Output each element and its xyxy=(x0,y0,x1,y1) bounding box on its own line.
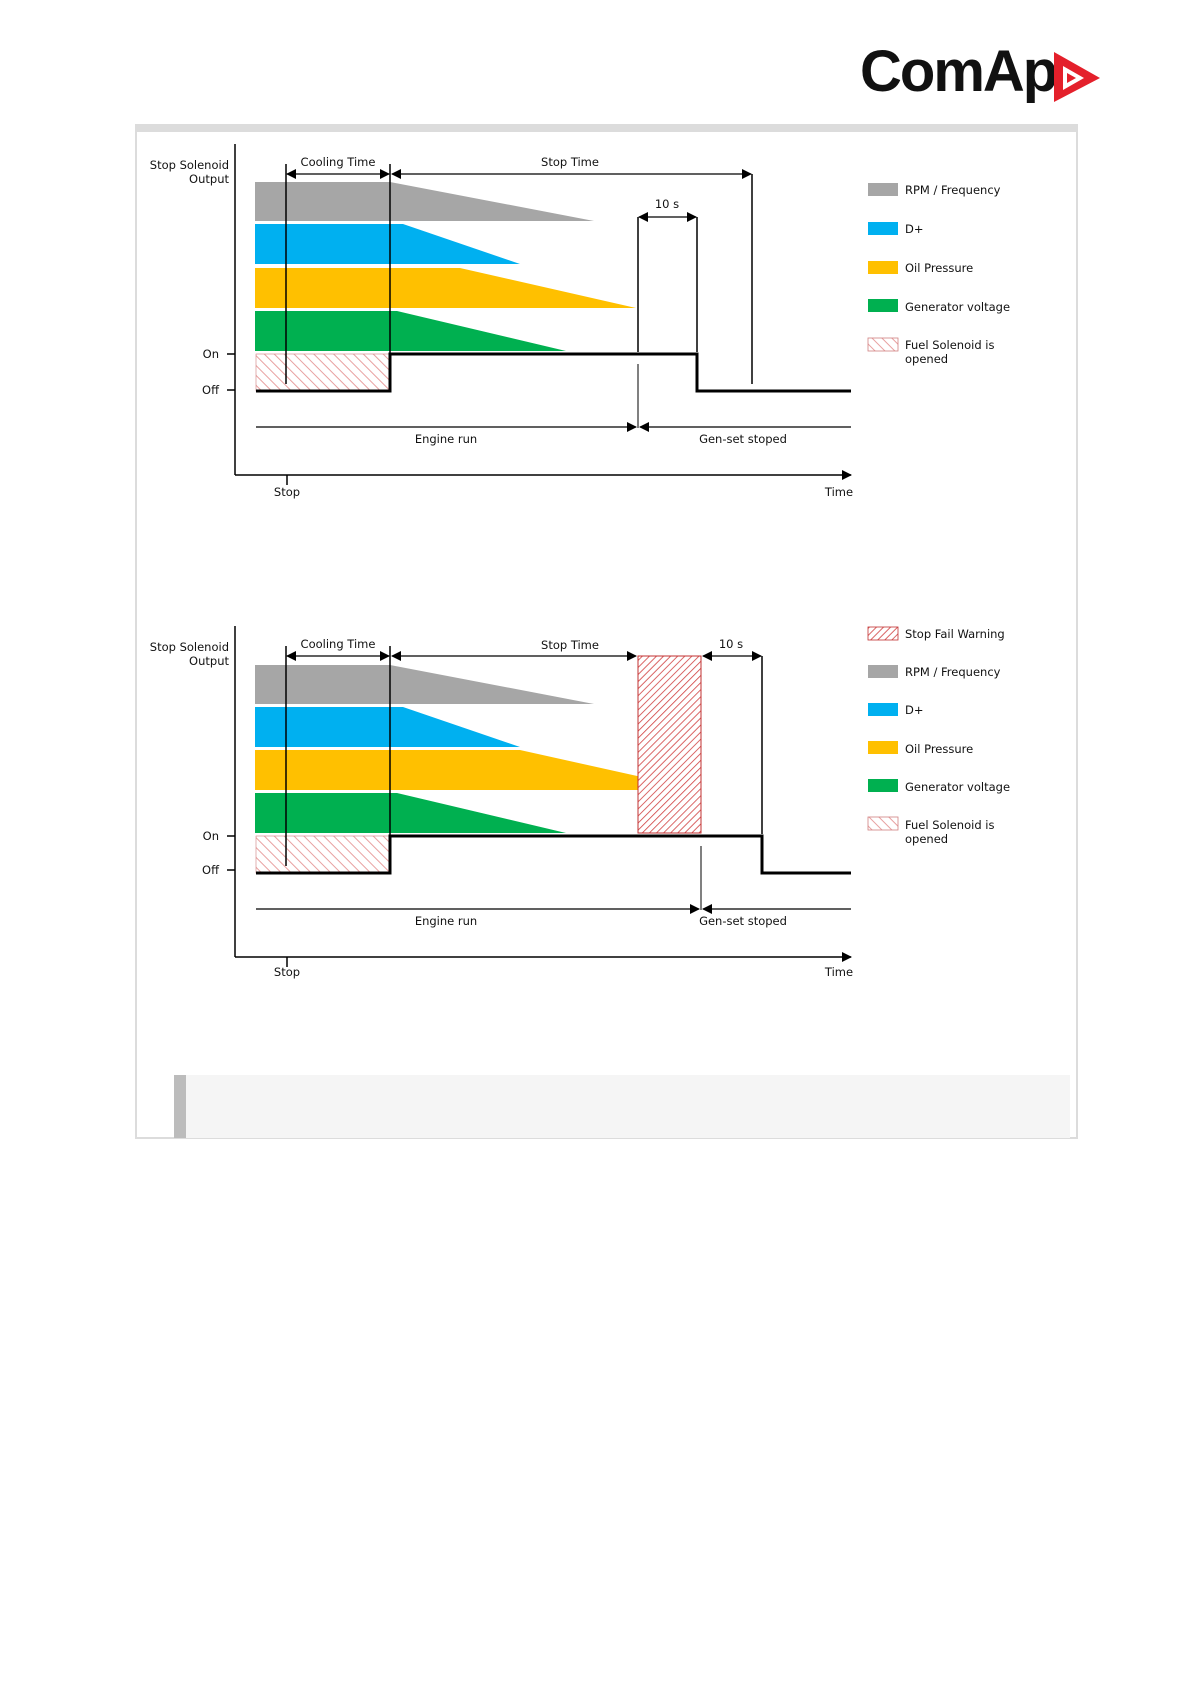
stop-solenoid-signal xyxy=(256,834,851,875)
ten-seconds-label: 10 s xyxy=(655,197,679,211)
x-axis-stop-label: Stop xyxy=(274,965,300,979)
comap-arrow-icon xyxy=(1054,52,1100,102)
comap-logo: ComAp xyxy=(860,39,1110,112)
legend-swatch-genvolt xyxy=(868,779,898,792)
dplus-band xyxy=(255,224,520,264)
rpm-band xyxy=(255,665,594,704)
legend-swatch-rpm xyxy=(868,665,898,678)
cooling-time-label: Cooling Time xyxy=(301,155,376,169)
legend-label-genvolt: Generator voltage xyxy=(905,780,1010,794)
legend-label-rpm: RPM / Frequency xyxy=(905,665,1001,679)
legend: Stop Fail Warning RPM / Frequency D+ Oil… xyxy=(867,626,1010,846)
off-label: Off xyxy=(202,863,220,877)
legend-swatch-dplus xyxy=(868,222,898,235)
legend-label-rpm: RPM / Frequency xyxy=(905,183,1001,197)
legend-label-dplus: D+ xyxy=(905,703,924,717)
legend-label-oil: Oil Pressure xyxy=(905,261,973,275)
legend-swatch-fuel xyxy=(867,816,899,831)
legend-label-fuel-2: opened xyxy=(905,832,948,846)
generator-voltage-band xyxy=(255,311,566,351)
legend-swatch-stop-fail xyxy=(867,626,899,641)
legend-swatch-oil xyxy=(868,741,898,754)
genset-stopped-label: Gen-set stoped xyxy=(699,432,787,446)
fuel-solenoid-hatch xyxy=(255,353,391,392)
legend-label-fuel: Fuel Solenoid is xyxy=(905,338,994,352)
dplus-band xyxy=(255,707,520,747)
legend-label-oil: Oil Pressure xyxy=(905,742,973,756)
note-box xyxy=(174,1075,1070,1138)
y-axis-label-line1: Stop Solenoid xyxy=(150,158,229,172)
x-axis-time-label: Time xyxy=(824,965,853,979)
legend-label-stop-fail: Stop Fail Warning xyxy=(905,627,1005,641)
y-axis-label-line2: Output xyxy=(189,654,229,668)
generator-voltage-band xyxy=(255,793,566,833)
legend-swatch-fuel xyxy=(867,337,899,352)
stop-sequence-diagram-normal: Stop Solenoid Output On Off Cooling Time… xyxy=(150,144,1010,499)
stop-solenoid-signal xyxy=(256,352,851,393)
rpm-band xyxy=(255,182,594,221)
on-label: On xyxy=(203,829,219,843)
x-axis-stop-label: Stop xyxy=(274,485,300,499)
stop-time-label: Stop Time xyxy=(541,155,599,169)
off-label: Off xyxy=(202,383,220,397)
ten-seconds-label: 10 s xyxy=(719,637,743,651)
legend-label-fuel: Fuel Solenoid is xyxy=(905,818,994,832)
y-axis-label-line1: Stop Solenoid xyxy=(150,640,229,654)
cooling-time-label: Cooling Time xyxy=(301,637,376,651)
legend-swatch-dplus xyxy=(868,703,898,716)
x-axis-time-label: Time xyxy=(824,485,853,499)
fuel-solenoid-hatch xyxy=(255,835,391,874)
legend-swatch-rpm xyxy=(868,183,898,196)
genset-stopped-label: Gen-set stoped xyxy=(699,914,787,928)
legend: RPM / Frequency D+ Oil Pressure Generato… xyxy=(867,183,1010,366)
logo-wordmark: ComAp xyxy=(860,39,1058,104)
legend-label-genvolt: Generator voltage xyxy=(905,300,1010,314)
y-axis-label-line2: Output xyxy=(189,172,229,186)
oil-pressure-band xyxy=(255,750,700,790)
legend-label-fuel-2: opened xyxy=(905,352,948,366)
legend-swatch-oil xyxy=(868,261,898,274)
stop-fail-warning-block xyxy=(637,655,702,834)
legend-swatch-genvolt xyxy=(868,299,898,312)
stop-sequence-diagram-stop-fail: Stop Solenoid Output On Off Cooling Time… xyxy=(150,626,1010,979)
on-label: On xyxy=(203,347,219,361)
stop-time-label: Stop Time xyxy=(541,638,599,652)
engine-run-label: Engine run xyxy=(415,432,477,446)
engine-run-label: Engine run xyxy=(415,914,477,928)
oil-pressure-band xyxy=(255,268,636,308)
legend-label-dplus: D+ xyxy=(905,222,924,236)
